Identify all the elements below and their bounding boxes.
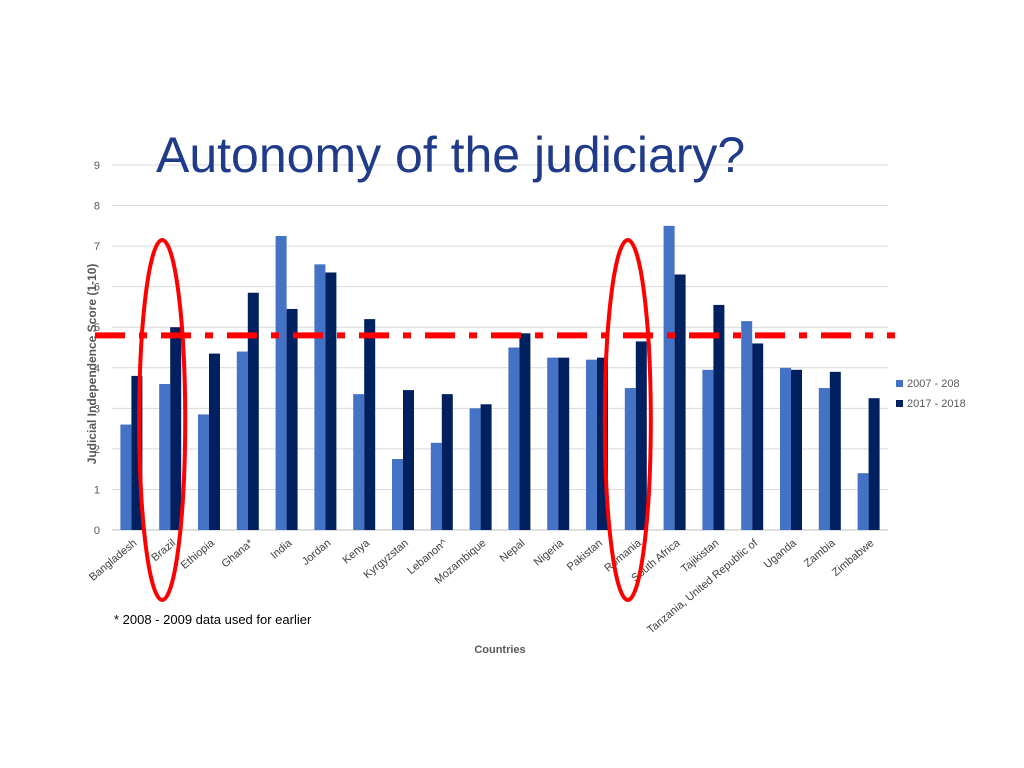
bar-series2 (519, 333, 531, 530)
bar-series1 (353, 394, 365, 530)
highlight-ellipse (137, 238, 188, 602)
bar-series2 (635, 341, 647, 530)
x-tick-label: Nepal (498, 537, 528, 565)
bar-series1 (741, 321, 753, 530)
x-tick-label: India (269, 537, 296, 562)
bar-series2 (674, 274, 686, 530)
bar-series1 (818, 388, 830, 530)
y-tick-label: 0 (94, 525, 100, 537)
x-tick-label: Uganda (762, 537, 800, 572)
bar-series2 (247, 292, 259, 530)
y-tick-label: 4 (94, 363, 100, 375)
bar-series1 (857, 473, 869, 530)
x-tick-label: Ghana* (219, 537, 256, 571)
bar-series2 (597, 357, 608, 530)
x-tick-label: Bangladesh (87, 537, 139, 584)
bar-series1 (198, 414, 209, 530)
y-tick-label: 2 (94, 444, 100, 456)
y-tick-label: 3 (94, 403, 100, 415)
bar-series2 (403, 390, 414, 530)
bar-series1 (780, 367, 791, 530)
bar-series1 (624, 388, 636, 530)
bar-series1 (663, 225, 675, 531)
y-tick-label: 6 (94, 282, 100, 294)
bar-series1 (508, 347, 520, 530)
x-tick-label: Zambia (802, 537, 838, 570)
x-tick-label: Kenya (341, 537, 373, 567)
bar-series2 (325, 272, 337, 530)
x-tick-label: Jordan (300, 537, 333, 568)
y-axis-label: Judicial Independence Score (1-10) (85, 264, 99, 465)
bar-series1 (586, 359, 597, 530)
bar-series2 (131, 375, 143, 530)
y-tick-label: 7 (94, 241, 100, 253)
bar-series1 (469, 408, 481, 530)
bar-series1 (275, 235, 287, 530)
legend-swatch (896, 380, 903, 387)
bar-series2 (868, 398, 880, 530)
x-tick-label: Nigeria (532, 537, 567, 569)
x-tick-label: Pakistan (565, 537, 605, 573)
y-tick-label: 9 (94, 160, 100, 172)
bar-series1 (392, 459, 403, 530)
footnote: * 2008 - 2009 data used for earlier (114, 612, 312, 627)
legend-label: 2007 - 208 (907, 378, 960, 390)
x-axis-label: Countries (474, 644, 525, 656)
legend-swatch (896, 400, 903, 407)
bar-series2 (209, 353, 220, 530)
bar-series2 (170, 327, 182, 530)
y-tick-label: 5 (94, 322, 100, 334)
bar-series2 (752, 343, 764, 530)
bar-series2 (441, 394, 453, 530)
bar-series1 (547, 357, 559, 530)
bar-series2 (791, 369, 802, 530)
bar-series2 (364, 319, 376, 530)
x-tick-label: Ethiopia (179, 537, 218, 572)
bar-series1 (236, 351, 248, 530)
bar-series1 (702, 369, 714, 530)
legend-label: 2017 - 2018 (907, 398, 966, 410)
bar-series2 (713, 304, 725, 530)
bar-series1 (430, 442, 442, 530)
bar-series1 (159, 384, 171, 530)
x-tick-label: Zimbabwe (830, 537, 877, 579)
bar-series2 (286, 308, 298, 530)
bar-series2 (829, 371, 841, 530)
y-tick-label: 1 (94, 484, 100, 496)
highlight-ellipse (602, 238, 653, 602)
x-tick-label: Brazil (149, 537, 178, 564)
bar-series2 (558, 357, 570, 530)
bar-series1 (314, 264, 326, 530)
y-tick-label: 8 (94, 201, 100, 213)
slide-title: Autonomy of the judiciary? (156, 127, 746, 183)
bar-series2 (480, 404, 492, 530)
bar-series1 (120, 424, 132, 530)
